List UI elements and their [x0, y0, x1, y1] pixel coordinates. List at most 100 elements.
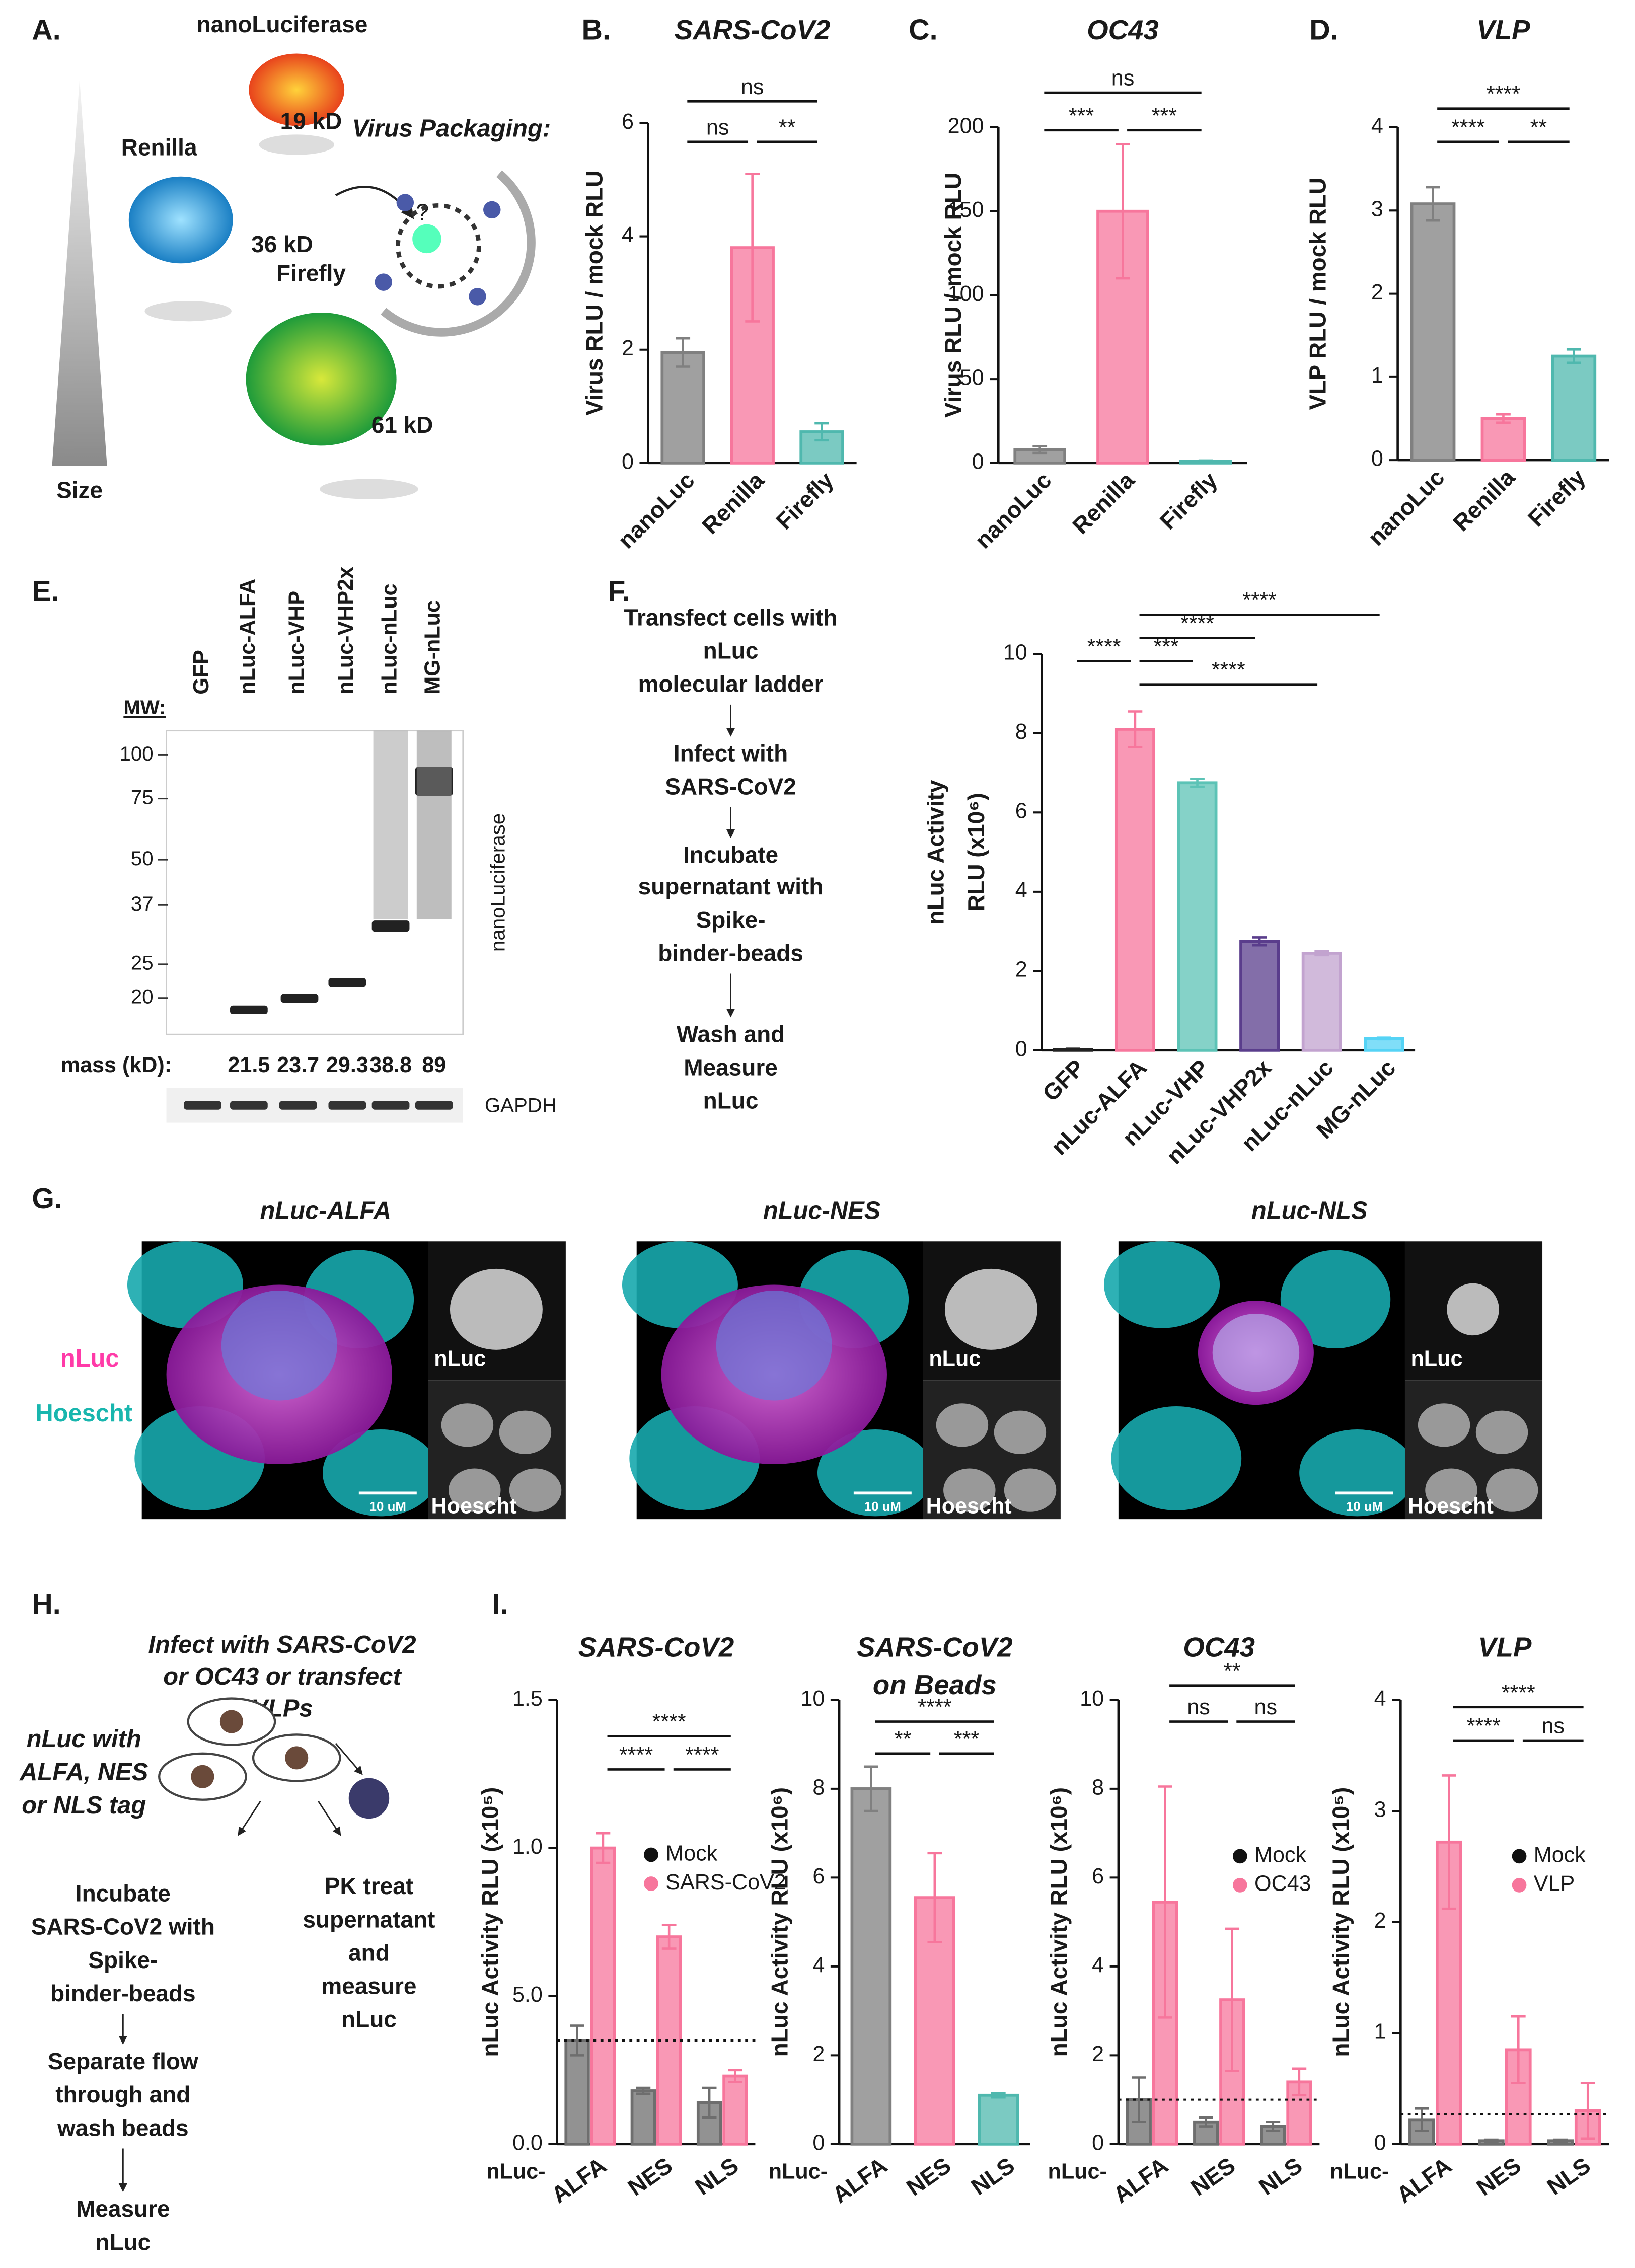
- chart-title: on Beads: [873, 1670, 997, 1700]
- y-tick-label: 10: [1080, 1687, 1104, 1711]
- bar: [590, 1846, 616, 2146]
- label: and: [348, 1939, 390, 1965]
- label: Infect with SARS-CoV2: [148, 1631, 416, 1658]
- label: Renilla: [121, 134, 197, 160]
- channel-signal: [450, 1268, 543, 1350]
- label: Hoescht: [431, 1494, 517, 1519]
- label: Infect with: [674, 740, 788, 767]
- error-bar: [702, 2086, 717, 2119]
- label: Transfect cells with: [624, 604, 837, 630]
- protein: [249, 53, 345, 126]
- legend-label: SARS-CoV2: [665, 1870, 786, 1895]
- error-bar: [1553, 2138, 1568, 2143]
- y-axis-label: Virus RLU / mock RLU: [940, 173, 966, 418]
- bar: [656, 1935, 682, 2146]
- significance-label: ns: [1254, 1695, 1277, 1719]
- significance-label: ****: [1087, 635, 1121, 659]
- label: mass (kD):: [61, 1053, 172, 1077]
- chart-title: SARS-CoV2: [675, 15, 831, 45]
- error-bar: [1376, 1036, 1391, 1041]
- cell: [221, 1291, 337, 1401]
- significance-label: ****: [685, 1743, 719, 1767]
- protein: [246, 312, 397, 446]
- panel-letter: F.: [608, 575, 630, 608]
- y-tick-label: 6: [622, 110, 634, 134]
- label: nLuc: [929, 1346, 981, 1371]
- significance-label: ***: [1154, 635, 1179, 659]
- cell-nucleus: [285, 1746, 309, 1770]
- label: wash beads: [57, 2114, 189, 2141]
- label: nLuc: [703, 638, 759, 664]
- label: binder-beads: [50, 1980, 196, 2006]
- y-tick-label: 1: [1374, 2020, 1386, 2044]
- y-axis-label: nLuc Activity RLU (x10⁵): [477, 1787, 503, 2057]
- error-bar: [927, 1852, 942, 1943]
- chart-title: SARS-CoV2: [578, 1632, 734, 1662]
- error-bar: [1190, 778, 1205, 788]
- error-bar: [1566, 348, 1581, 364]
- label: 38.8: [369, 1053, 412, 1077]
- error-bar: [1252, 936, 1267, 947]
- bar: [630, 2089, 656, 2146]
- y-tick-label: 2: [1374, 1909, 1386, 1933]
- shadow: [144, 300, 232, 322]
- label: through and: [55, 2081, 190, 2107]
- nucleus: [1104, 1241, 1220, 1328]
- significance-label: **: [1530, 115, 1547, 139]
- chart-title: VLP: [1478, 1632, 1532, 1662]
- label: binder-beads: [658, 940, 803, 966]
- significance-label: ns: [1542, 1714, 1565, 1738]
- channel-signal: [1475, 1410, 1528, 1454]
- significance-label: ****: [1451, 115, 1485, 139]
- channel-signal: [1447, 1283, 1499, 1336]
- y-tick-label: 4: [812, 1953, 825, 1977]
- x-tick-label: Renilla: [697, 467, 769, 539]
- label: nLuc: [703, 1087, 759, 1113]
- legend-marker: [1232, 1877, 1247, 1893]
- label: 100: [120, 742, 154, 765]
- channel-signal: [509, 1468, 562, 1512]
- bar: [660, 351, 705, 465]
- y-tick-label: 6: [812, 1864, 825, 1888]
- error-bar: [1198, 459, 1213, 464]
- label: 23.7: [277, 1053, 319, 1077]
- band: [230, 1005, 268, 1015]
- significance-label: ****: [918, 1695, 951, 1719]
- label: nLuc-NES: [763, 1197, 881, 1225]
- label: Wash and: [677, 1021, 785, 1047]
- cell: [1212, 1313, 1300, 1392]
- legend-label: VLP: [1534, 1872, 1575, 1896]
- y-tick-label: 4: [1015, 878, 1027, 902]
- scale-label: 10 uM: [369, 1500, 406, 1514]
- channel-signal: [994, 1410, 1047, 1454]
- spike: [396, 194, 414, 211]
- channel-signal: [1485, 1468, 1538, 1512]
- legend-marker: [1512, 1877, 1527, 1893]
- error-bar: [745, 173, 760, 323]
- significance-label: ****: [1212, 658, 1245, 682]
- label: Hoescht: [35, 1400, 132, 1427]
- error-bar: [991, 2092, 1006, 2099]
- band: [328, 978, 366, 987]
- spike: [469, 288, 486, 306]
- channel-signal: [1004, 1468, 1057, 1512]
- y-tick-label: 4: [1374, 1687, 1386, 1711]
- significance-label: ***: [1152, 104, 1177, 128]
- label: Spike-: [88, 1947, 158, 1973]
- channel-signal: [1425, 1468, 1477, 1512]
- panel-letter: C.: [909, 14, 937, 46]
- channel-signal: [936, 1403, 989, 1447]
- x-tick-label: ALFA: [1392, 2152, 1456, 2208]
- channel-signal: [1418, 1403, 1470, 1447]
- label: Hoescht: [926, 1494, 1012, 1519]
- panel-letter: D.: [1309, 14, 1338, 46]
- significance-label: ****: [1180, 612, 1214, 636]
- channel-signal: [449, 1468, 501, 1512]
- label: Incubate: [683, 842, 778, 868]
- label: nLuc: [341, 2006, 397, 2032]
- error-bar: [1511, 2015, 1526, 2084]
- chart-title: SARS-CoV2: [857, 1632, 1013, 1662]
- error-bar: [596, 1832, 611, 1864]
- y-axis-label: nLuc Activity RLU (x10⁶): [1046, 1787, 1072, 2057]
- significance-label: ***: [1069, 104, 1094, 128]
